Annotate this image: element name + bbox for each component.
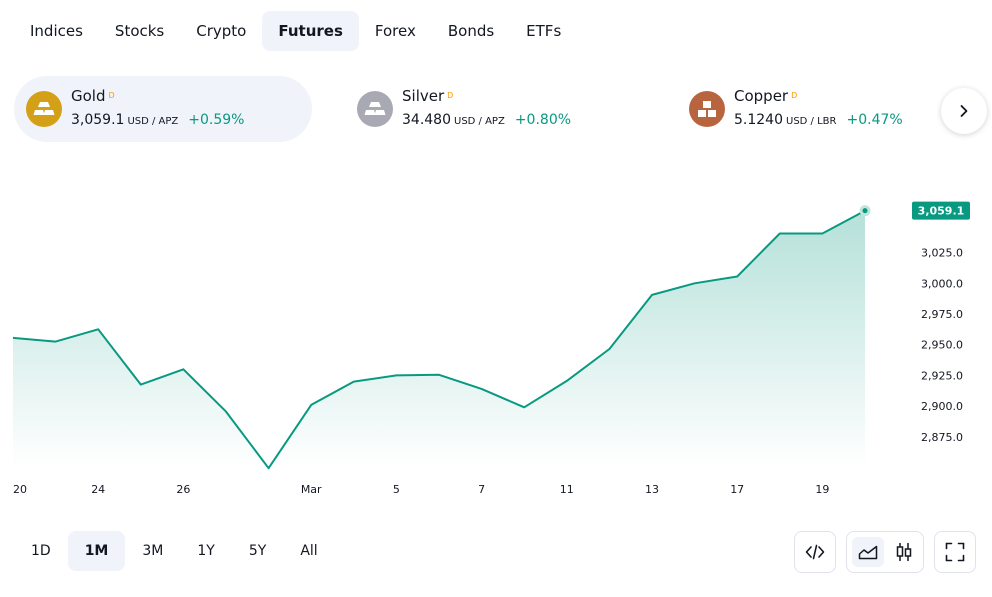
copper-blocks-icon	[689, 91, 725, 127]
x-tick-label: 19	[815, 483, 829, 496]
candlestick-icon	[896, 543, 912, 561]
tab-bonds[interactable]: Bonds	[447, 22, 495, 40]
delay-flag: D	[791, 91, 798, 100]
chevron-right-icon	[960, 105, 968, 117]
x-tick-label: 7	[478, 483, 485, 496]
range-all[interactable]: All	[300, 543, 318, 559]
symbol-name: Silver	[402, 87, 445, 105]
symbol-cards: Gold D 3,059.1 USD / APZ +0.59% Silver D 34.…	[14, 76, 989, 142]
silver-bars-icon	[357, 91, 393, 127]
y-tick-label: 2,975.0	[921, 308, 963, 321]
x-tick-label: 17	[730, 483, 744, 496]
code-icon	[805, 544, 825, 560]
embed-button[interactable]	[794, 531, 836, 573]
fullscreen-button[interactable]	[934, 531, 976, 573]
gold-bars-icon	[26, 91, 62, 127]
tab-crypto[interactable]: Crypto	[196, 22, 247, 40]
time-range-selector: 1D 1M 3M 1Y 5Y All	[14, 531, 335, 571]
y-tick-label: 2,950.0	[921, 339, 963, 352]
symbol-card-gold[interactable]: Gold D 3,059.1 USD / APZ +0.59%	[14, 76, 312, 142]
x-tick-label: Mar	[301, 483, 322, 496]
symbol-card-silver[interactable]: Silver D 34.480 USD / APZ +0.80%	[345, 76, 643, 142]
symbol-name: Copper	[734, 87, 789, 105]
x-tick-label: 11	[560, 483, 574, 496]
svg-text:3,059.1: 3,059.1	[918, 205, 965, 218]
price-line	[12, 209, 866, 470]
last-price-label: 3,059.1	[912, 201, 970, 220]
price-chart[interactable]: 3,025.0 3,000.0 2,975.0 2,950.0 2,925.0 2,900…	[0, 160, 992, 510]
tab-indices[interactable]: Indices	[30, 22, 83, 40]
area-chart-icon	[858, 545, 878, 560]
fullscreen-icon	[945, 542, 965, 562]
symbol-price: 34.480	[402, 112, 451, 128]
symbol-price: 3,059.1	[71, 112, 125, 128]
tab-stocks[interactable]: Stocks	[114, 22, 165, 40]
next-symbols-button[interactable]	[941, 88, 987, 134]
range-5y[interactable]: 5Y	[248, 543, 267, 559]
y-tick-label: 3,025.0	[921, 247, 963, 260]
symbol-change: +0.59%	[188, 112, 245, 128]
symbol-unit: USD / LBR	[786, 116, 837, 127]
chart-style-toggle	[846, 531, 924, 573]
range-1d[interactable]: 1D	[31, 543, 51, 559]
symbol-unit: USD / APZ	[454, 116, 505, 127]
tab-forex[interactable]: Forex	[374, 22, 416, 40]
area-style-button[interactable]	[852, 537, 884, 567]
y-tick-label: 2,925.0	[921, 369, 963, 382]
range-1m[interactable]: 1M	[67, 531, 126, 571]
symbol-change: +0.47%	[846, 112, 903, 128]
x-tick-label: 5	[393, 483, 400, 496]
symbol-name: Gold	[71, 87, 106, 105]
candle-style-button[interactable]	[890, 537, 918, 567]
x-tick-label: 13	[645, 483, 659, 496]
market-tabs: Indices Stocks Crypto Futures Forex Bond…	[14, 11, 577, 51]
range-3m[interactable]: 3M	[142, 543, 164, 559]
tab-etfs[interactable]: ETFs	[526, 22, 562, 40]
y-tick-label: 3,000.0	[921, 277, 963, 290]
symbol-unit: USD / APZ	[127, 116, 179, 127]
x-tick-label: 20	[13, 483, 27, 496]
data-point	[859, 205, 871, 217]
symbol-price: 5.1240	[734, 112, 783, 128]
y-tick-label: 2,900.0	[921, 400, 963, 413]
range-1y[interactable]: 1Y	[197, 543, 215, 559]
tab-futures[interactable]: Futures	[262, 11, 359, 51]
price-area	[13, 210, 865, 469]
x-tick-label: 26	[176, 483, 190, 496]
x-tick-label: 24	[91, 483, 105, 496]
y-tick-label: 2,875.0	[921, 431, 963, 444]
delay-flag: D	[108, 91, 115, 100]
symbol-card-copper[interactable]: Copper D 5.1240 USD / LBR +0.47%	[677, 76, 927, 142]
delay-flag: D	[447, 91, 454, 100]
symbol-change: +0.80%	[514, 112, 572, 128]
